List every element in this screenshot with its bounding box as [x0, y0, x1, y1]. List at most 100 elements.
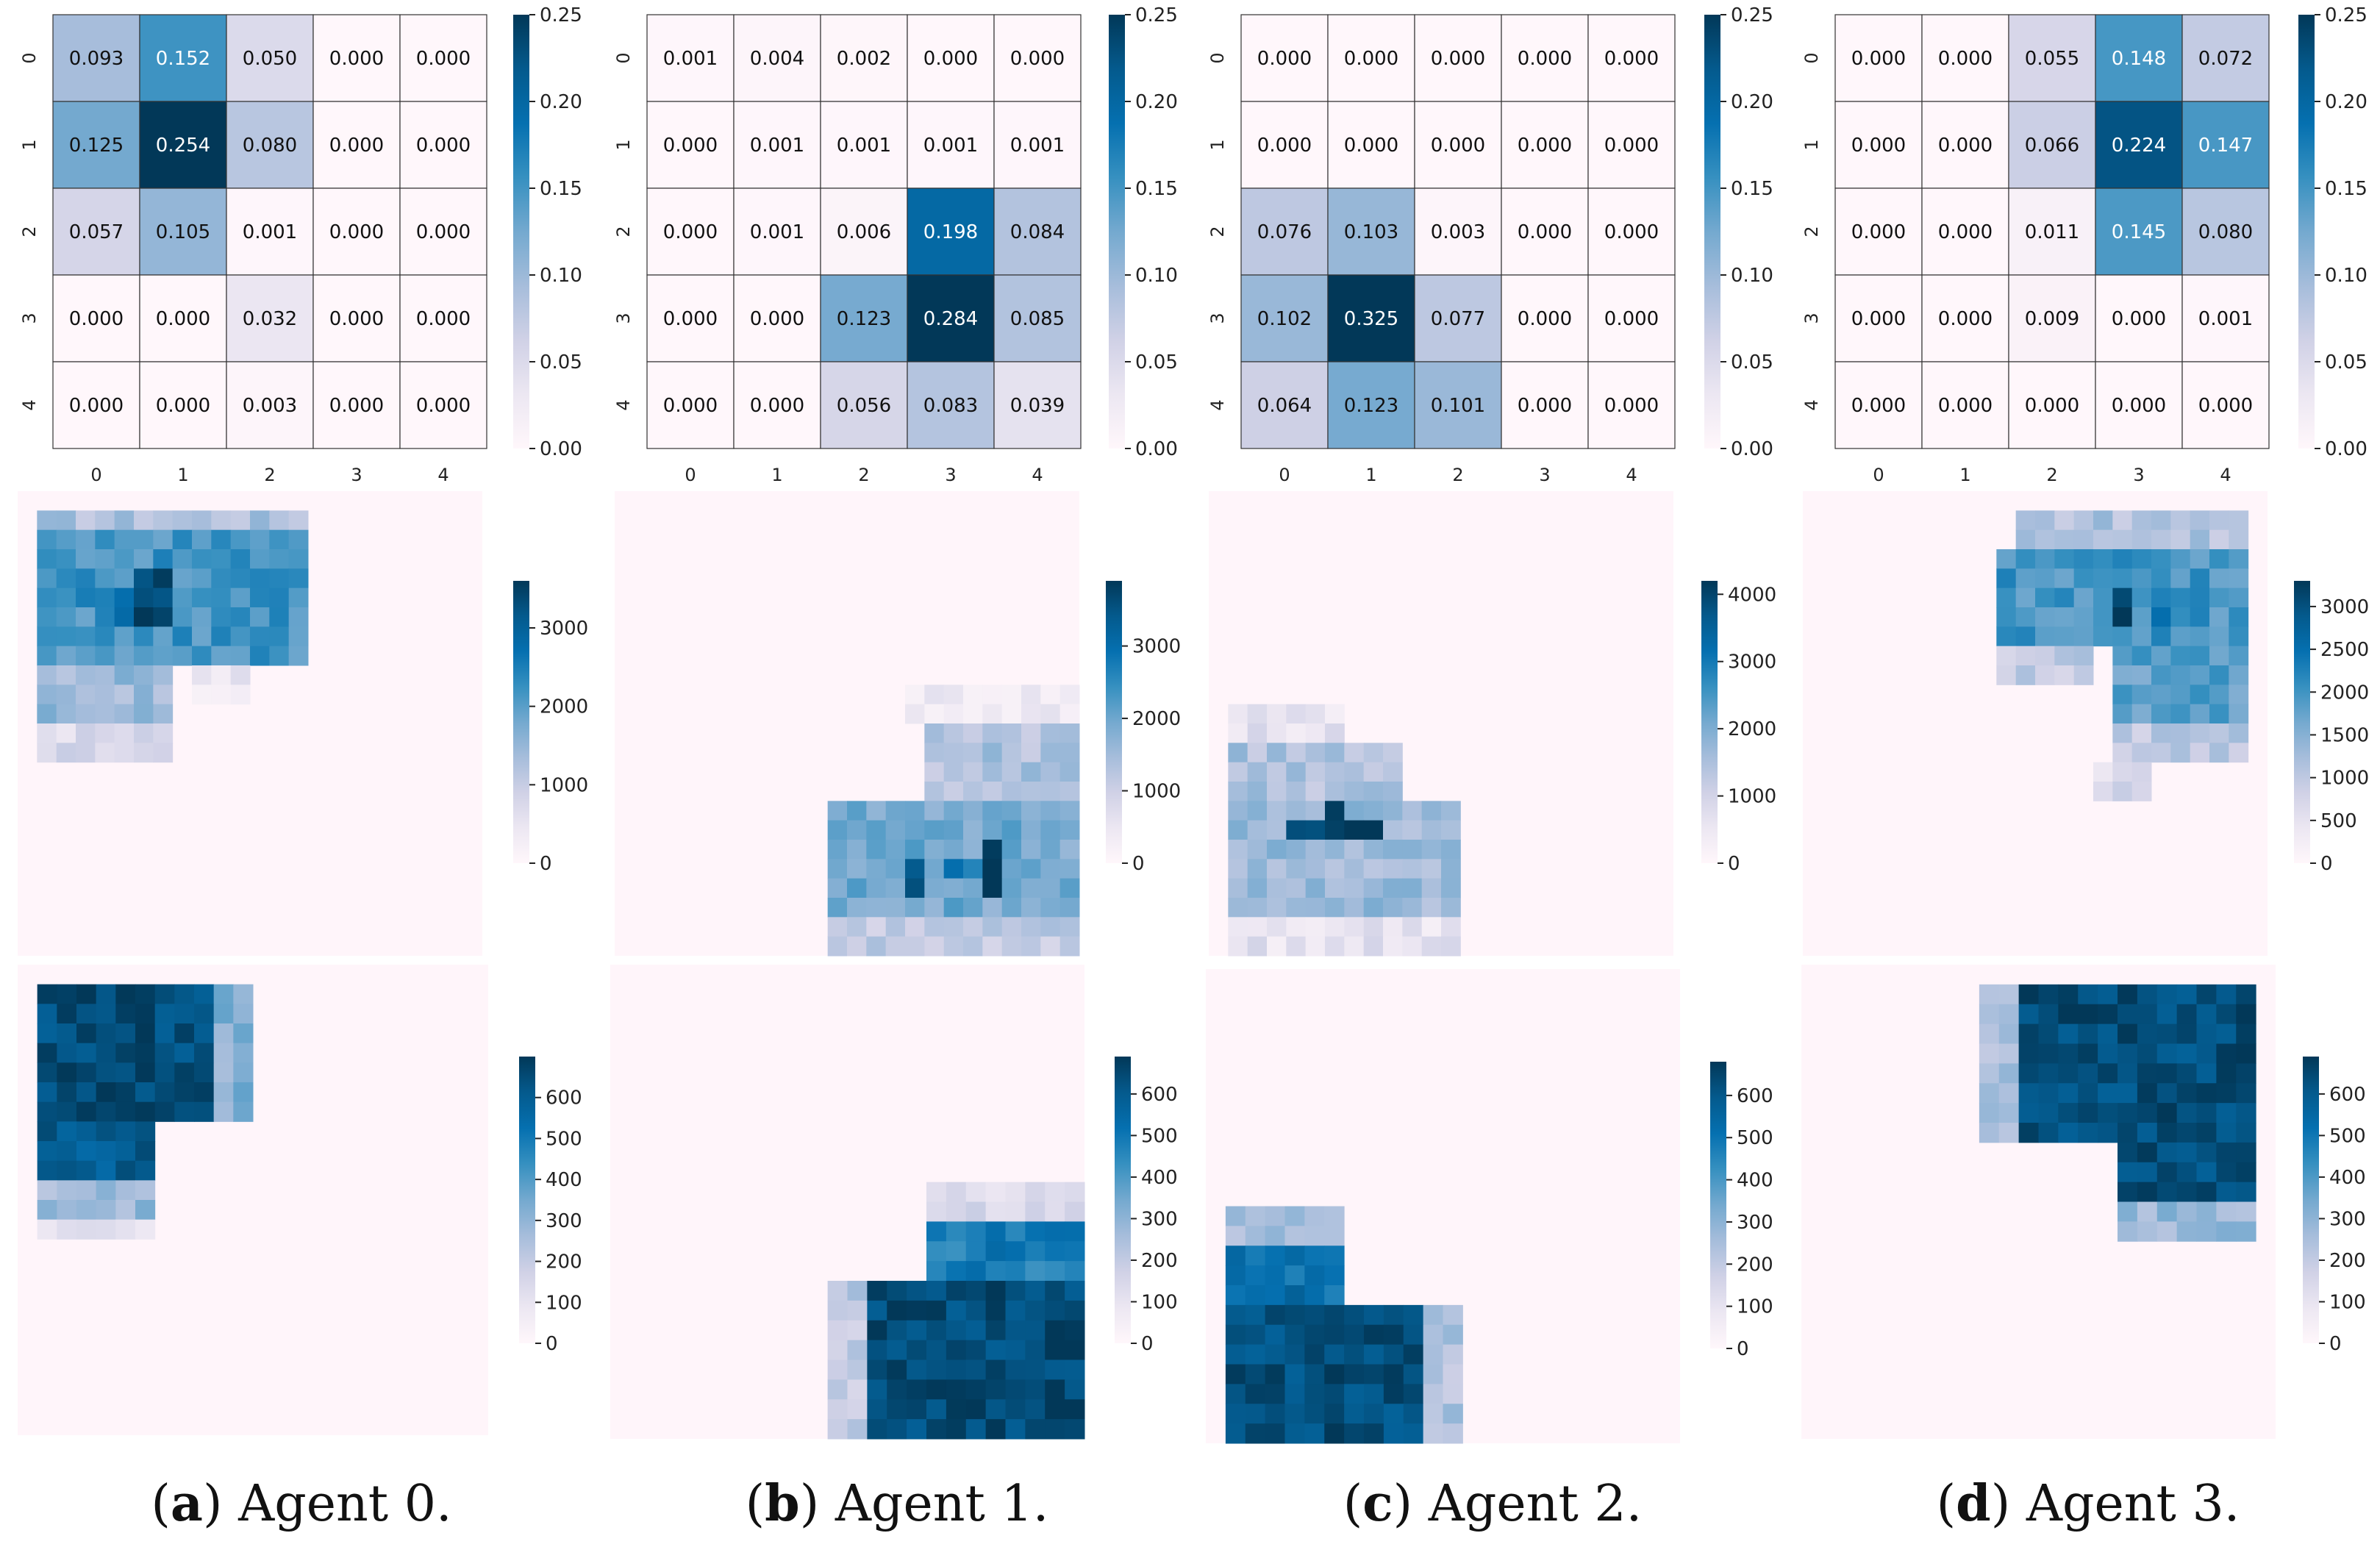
map-cell [847, 840, 867, 860]
map-cell [1265, 1265, 1285, 1286]
map-cell [1304, 1364, 1325, 1384]
map-cell [866, 878, 887, 898]
map-cell [1247, 820, 1268, 840]
colorbar-gradient [2298, 15, 2315, 449]
map-cell [1040, 782, 1061, 801]
map-cell [114, 568, 135, 589]
map-cell [37, 510, 57, 531]
colorbar-tick-label: 100 [1141, 1291, 1178, 1313]
map-cell [1304, 1423, 1325, 1444]
map-cell [57, 1082, 77, 1103]
map-cell [1059, 743, 1080, 763]
map-cell [95, 510, 115, 531]
map-cell [963, 723, 983, 743]
map-cell [288, 626, 309, 647]
colorbar-gradient [2303, 1057, 2319, 1343]
colorbar-tick-label: 3000 [2320, 596, 2369, 618]
colorbar-tick-label: 300 [1141, 1208, 1178, 1230]
map-cell [1045, 1419, 1065, 1440]
map-cell [1267, 840, 1287, 860]
map-cell [2073, 549, 2094, 569]
map-cell [2216, 1103, 2237, 1123]
map-cell [1364, 1404, 1384, 1424]
map-cell [2170, 646, 2191, 666]
map-cell [2196, 1043, 2217, 1064]
map-cell [1998, 1043, 2020, 1064]
map-cell [2137, 1221, 2158, 1242]
map-cell [154, 1004, 175, 1024]
map-cell [192, 529, 212, 550]
map-cell [2098, 1103, 2118, 1123]
map-cell [172, 646, 193, 666]
map-cell [1065, 1340, 1085, 1360]
map-cell [213, 1004, 234, 1024]
map-cell [1265, 1423, 1285, 1444]
policy-heatmap: 0.000 0.000 0.055 0.148 0.072 0.000 0.000 0.066… [1801, 14, 2270, 485]
map-cell [1228, 762, 1248, 782]
x-tick-label: 4 [1032, 465, 1043, 485]
map-cell [1265, 1304, 1285, 1326]
map-cell [37, 1062, 57, 1083]
map-cell [96, 1200, 116, 1221]
map-cell [211, 646, 232, 666]
map-cell [1021, 743, 1041, 763]
heatmap-cell [2181, 14, 2270, 102]
heatmap-cell [2008, 274, 2096, 362]
x-tick-label: 0 [685, 465, 696, 485]
map-cell [2151, 723, 2171, 743]
heatmap-cell [312, 274, 401, 362]
map-cell [134, 646, 154, 666]
heatmap-cell-value: 0.000 [1604, 48, 1659, 70]
map-cell [2176, 1201, 2197, 1222]
map-cell [1344, 782, 1365, 801]
map-cell [153, 646, 174, 666]
map-cell [1423, 1344, 1443, 1365]
map-cell [56, 607, 76, 627]
map-cell [1364, 1344, 1384, 1365]
map-cell [2170, 587, 2191, 608]
heatmap-cell-value: 0.103 [1344, 221, 1398, 243]
heatmap-cell [1327, 101, 1415, 189]
map-cell [1286, 878, 1307, 898]
map-cell [1247, 917, 1268, 937]
x-tick-label: 1 [1365, 465, 1376, 485]
map-cell [907, 1399, 927, 1420]
map-cell [866, 936, 887, 957]
heatmap-cell-value: 0.000 [1851, 221, 1906, 243]
map-cell [1286, 801, 1307, 821]
map-cell [1423, 1324, 1443, 1346]
colorbar-tick-label: 400 [1737, 1170, 1773, 1192]
heatmap-cell-value: 0.000 [329, 48, 384, 70]
heatmap-cell-value: 0.000 [1851, 135, 1906, 157]
map-cell [2209, 587, 2229, 608]
map-cell [1001, 704, 1022, 724]
map-cell [2170, 549, 2191, 569]
map-cell [2151, 510, 2171, 531]
map-cell [115, 1200, 136, 1221]
map-cell [885, 917, 906, 937]
heatmap-cell [139, 361, 227, 449]
heatmap-cell-value: 0.000 [663, 308, 718, 330]
map-cell [2035, 626, 2055, 647]
map-cell [1383, 859, 1403, 879]
map-cell [1040, 936, 1061, 957]
map-cell [134, 607, 154, 627]
map-cell [95, 626, 115, 647]
map-cell [2018, 1023, 2039, 1044]
map-cell [134, 549, 154, 569]
map-cell [2098, 1063, 2118, 1084]
map-cell [1065, 1261, 1085, 1282]
map-cell [288, 568, 309, 589]
map-cell [95, 607, 115, 627]
map-cell [1265, 1246, 1285, 1266]
heatmap-cell [733, 274, 821, 362]
heatmap-cell [2181, 101, 2270, 189]
heatmap-cell-value: 0.004 [750, 48, 804, 70]
map-cell [269, 587, 290, 608]
map-cell [1403, 1423, 1424, 1444]
map-cell [76, 1141, 97, 1162]
map-cell [114, 685, 135, 705]
colorbar-tick-label: 1000 [2320, 768, 2369, 790]
map-cell [946, 1182, 967, 1202]
map-cell [1025, 1182, 1046, 1202]
